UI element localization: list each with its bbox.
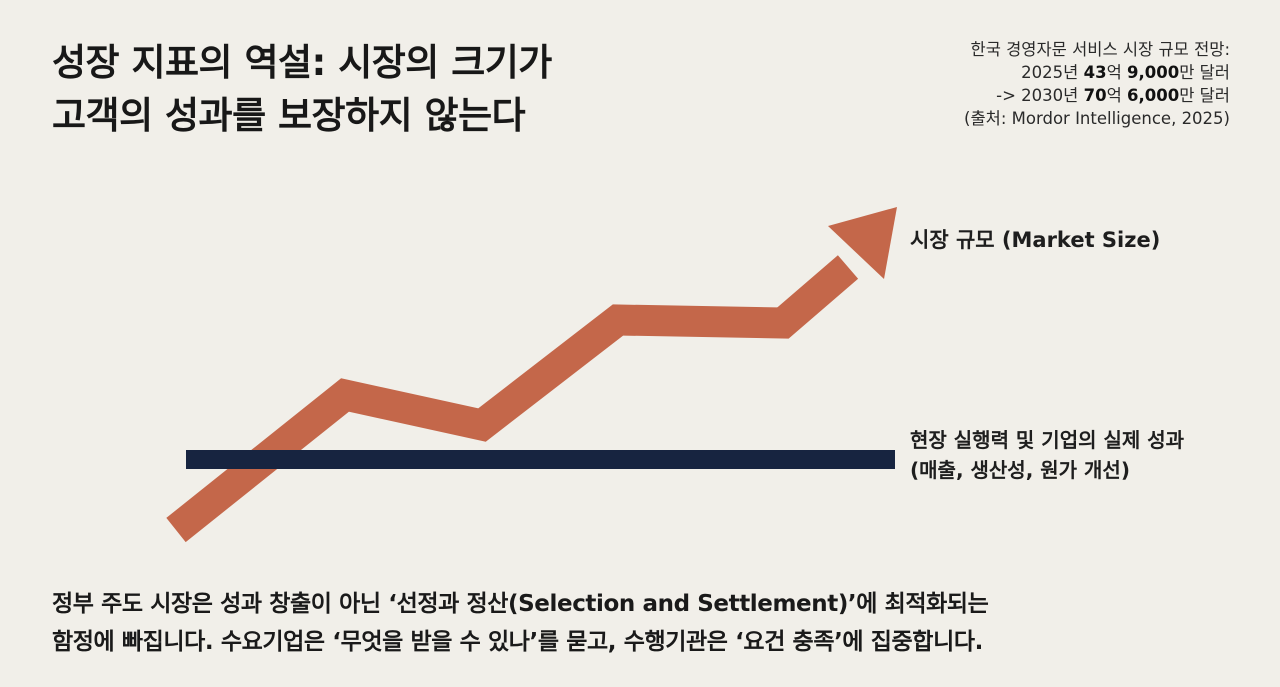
title-line-1: 성장 지표의 역설: 시장의 크기가 <box>52 41 552 84</box>
market-size-label: 시장 규모 (Market Size) <box>910 228 1161 252</box>
market-forecast-note: 한국 경영자문 서비스 시장 규모 전망: 2025년 43억 9,000만 달… <box>964 38 1230 130</box>
forecast-2025-unit-a: 억 <box>1106 63 1127 82</box>
page-title: 성장 지표의 역설: 시장의 크기가 고객의 성과를 보장하지 않는다 <box>52 36 752 142</box>
market-size-arrow-head <box>828 207 897 279</box>
market-size-arrow-shaft <box>166 255 859 543</box>
caption-line-1: 정부 주도 시장은 성과 창출이 아닌 ‘선정과 정산(Selection an… <box>52 591 989 617</box>
title-line-2: 고객의 성과를 보장하지 않는다 <box>52 94 526 137</box>
forecast-2030-suffix: 만 달러 <box>1179 86 1230 105</box>
forecast-source: (출처: Mordor Intelligence, 2025) <box>964 109 1230 128</box>
caption: 정부 주도 시장은 성과 창출이 아닌 ‘선정과 정산(Selection an… <box>52 585 1242 661</box>
forecast-2030-value-a: 70 <box>1083 86 1107 105</box>
actual-performance-label: 현장 실행력 및 기업의 실제 성과 (매출, 생산성, 원가 개선) <box>910 425 1184 485</box>
actual-performance-label-line-1: 현장 실행력 및 기업의 실제 성과 <box>910 428 1185 452</box>
forecast-2030-prefix: -> 2030년 <box>996 86 1084 105</box>
forecast-2030: -> 2030년 70억 6,000만 달러 <box>964 84 1230 107</box>
forecast-heading: 한국 경영자문 서비스 시장 규모 전망: <box>970 40 1230 59</box>
forecast-2025-suffix: 만 달러 <box>1179 63 1230 82</box>
forecast-2025-prefix: 2025년 <box>1021 63 1084 82</box>
forecast-2025-value-a: 43 <box>1083 63 1107 82</box>
forecast-2030-unit-a: 억 <box>1106 86 1127 105</box>
forecast-2030-value-b: 6,000 <box>1127 86 1180 105</box>
forecast-2025: 2025년 43억 9,000만 달러 <box>964 61 1230 84</box>
actual-performance-label-line-2: (매출, 생산성, 원가 개선) <box>910 458 1130 482</box>
caption-line-2: 함정에 빠집니다. 수요기업은 ‘무엇을 받을 수 있나’를 묻고, 수행기관은… <box>52 629 983 655</box>
forecast-2025-value-b: 9,000 <box>1127 63 1180 82</box>
actual-performance-bar <box>186 450 895 469</box>
